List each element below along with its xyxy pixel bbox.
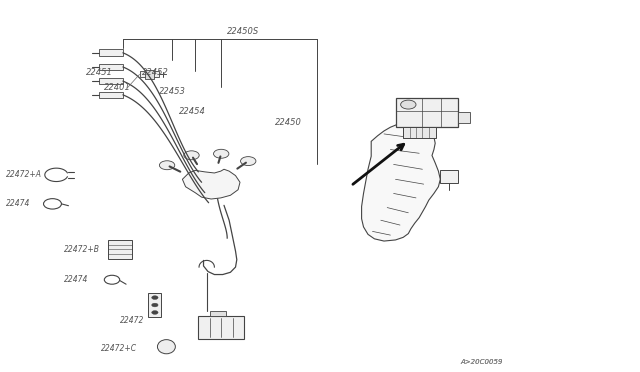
Circle shape	[214, 149, 229, 158]
Text: 22452: 22452	[142, 68, 169, 77]
Bar	[403, 127, 436, 138]
Bar	[210, 311, 226, 316]
Text: A>20C0059: A>20C0059	[461, 359, 503, 365]
Bar	[198, 316, 244, 339]
Circle shape	[241, 157, 256, 166]
Text: A>20C0059: A>20C0059	[461, 359, 503, 365]
Circle shape	[401, 100, 416, 109]
Text: 22472: 22472	[120, 316, 145, 325]
Circle shape	[152, 303, 158, 307]
Ellipse shape	[157, 340, 175, 354]
Bar	[99, 92, 123, 98]
Circle shape	[184, 151, 199, 160]
Bar	[108, 240, 132, 259]
Bar	[99, 49, 123, 56]
Bar	[145, 70, 154, 79]
Bar	[99, 78, 123, 84]
Text: 22401: 22401	[104, 83, 131, 92]
Bar	[440, 170, 458, 183]
Text: 22474: 22474	[6, 199, 31, 208]
Polygon shape	[362, 123, 440, 241]
Text: 22474: 22474	[64, 275, 88, 284]
Circle shape	[152, 296, 158, 299]
Circle shape	[159, 161, 175, 170]
Bar	[396, 98, 458, 127]
Text: 22472+A: 22472+A	[6, 170, 42, 179]
Bar	[148, 293, 161, 317]
Text: 22472+B: 22472+B	[64, 246, 100, 254]
Bar	[140, 71, 159, 77]
Polygon shape	[182, 169, 240, 199]
Text: 22453: 22453	[159, 87, 186, 96]
Text: 22451: 22451	[86, 68, 113, 77]
Text: 22450S: 22450S	[227, 27, 259, 36]
Text: 22454: 22454	[179, 107, 206, 116]
Bar	[99, 64, 123, 70]
Bar	[458, 112, 470, 123]
Circle shape	[152, 311, 158, 314]
Text: 22472+C: 22472+C	[101, 344, 137, 353]
Text: 22450: 22450	[275, 118, 302, 126]
